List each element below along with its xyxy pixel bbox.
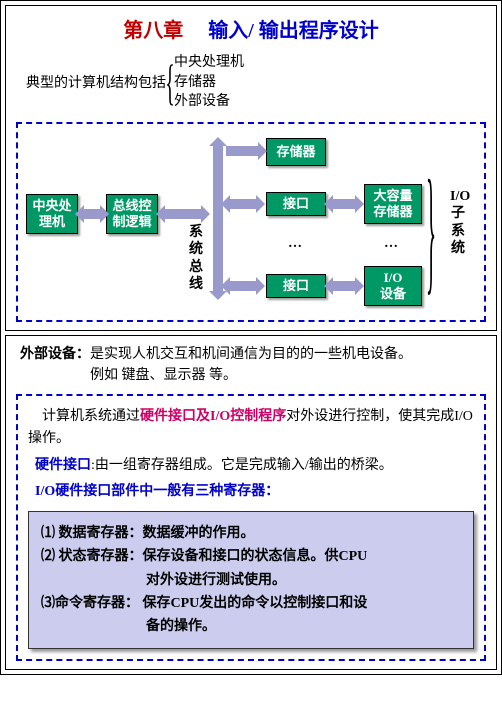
node-mass-storage: 大容量存储器 (364, 184, 422, 224)
intro-item-3: 外部设备 (174, 92, 244, 112)
intro-items: 中央处理机 存储器 外部设备 (174, 53, 244, 112)
para-1: 计算机系统通过硬件接口及I/O控制程序对外设进行控制，使其完成I/O操作。 (28, 406, 474, 451)
node-io-device: I/O设备 (364, 266, 422, 306)
para-3: I/O硬件接口部件中一般有三种寄存器： (28, 481, 474, 503)
node-cpu: 中央处理机 (26, 194, 78, 234)
arrow-cpu-bus (84, 209, 100, 219)
node-iface1: 接口 (266, 192, 326, 216)
para-2: 硬件接口:由一组寄存器组成。它是完成输入/输出的桥梁。 (28, 455, 474, 477)
slide-title: 第八章 输入/ 输出程序设计 (16, 14, 486, 43)
arrow-to-storage (226, 146, 258, 156)
external-device-def: 外部设备：是实现人机交互和机间通信为目的的一些机电设备。 例如 键盘、显示器 等… (16, 344, 486, 386)
p1-pre: 计算机系统通过 (42, 409, 140, 424)
slide-1: 第八章 输入/ 输出程序设计 典型的计算机结构包括 { 中央处理机 存储器 外部… (5, 5, 497, 331)
intro-line: 典型的计算机结构包括 { 中央处理机 存储器 外部设备 (26, 53, 486, 112)
brace-right: } (426, 160, 436, 300)
reg-1: ⑴ 数据寄存器：数据缓冲的作用。 (41, 522, 461, 545)
register-list: ⑴ 数据寄存器：数据缓冲的作用。 ⑵ 状态寄存器：保存设备和接口的状态信息。供C… (28, 511, 474, 648)
arrow-iface2-io (333, 281, 355, 291)
brace-left: { (165, 57, 175, 107)
arrow-to-iface1 (230, 199, 256, 209)
p2-text: :由一组寄存器组成。它是完成输入/输出的桥梁。 (91, 458, 393, 473)
arrow-bus-sys (165, 209, 201, 219)
dots-2: … (384, 236, 398, 252)
reg-3: ⑶命令寄存器： 保存CPU发出的命令以控制接口和设 (41, 592, 461, 615)
page: 第八章 输入/ 输出程序设计 典型的计算机结构包括 { 中央处理机 存储器 外部… (0, 0, 502, 675)
p2-blue: 硬件接口 (35, 458, 91, 473)
ext-label: 外部设备： (20, 347, 90, 362)
reg-2: ⑵ 状态寄存器：保存设备和接口的状态信息。供CPU (41, 545, 461, 568)
dashed-content: 计算机系统通过硬件接口及I/O控制程序对外设进行控制，使其完成I/O操作。 硬件… (16, 394, 486, 661)
reg-3b: 备的操作。 (41, 615, 461, 638)
node-storage: 存储器 (266, 138, 326, 166)
intro-label: 典型的计算机结构包括 (26, 72, 166, 92)
title-main: 输入/ 输出程序设计 (208, 20, 379, 42)
intro-item-1: 中央处理机 (174, 53, 244, 73)
label-sys-bus: 系统总线 (188, 224, 204, 294)
label-io-sub: I/O子系统 (450, 188, 466, 258)
node-iface2: 接口 (266, 274, 326, 298)
ext-text1: 是实现人机交互和机间通信为目的的一些机电设备。 (90, 347, 412, 362)
diagram: 中央处理机 总线控制逻辑 存储器 接口 接口 大容量存储器 I/O设备 … … … (16, 122, 486, 322)
dots-1: … (288, 236, 302, 252)
slide-2: 外部设备：是实现人机交互和机间通信为目的的一些机电设备。 例如 键盘、显示器 等… (5, 335, 497, 670)
p3-blue: I/O硬件接口部件中一般有三种寄存器： (35, 484, 279, 499)
ext-text2: 例如 键盘、显示器 等。 (20, 368, 237, 383)
node-bus-ctrl: 总线控制逻辑 (106, 194, 158, 234)
arrow-iface1-mass (333, 199, 355, 209)
sys-bus-line (213, 146, 223, 291)
intro-item-2: 存储器 (174, 73, 244, 93)
reg-2b: 对外设进行测试使用。 (41, 569, 461, 592)
p1-pink: 硬件接口及I/O控制程序 (140, 409, 286, 424)
chapter-label: 第八章 (123, 20, 183, 42)
arrow-to-iface2 (230, 281, 256, 291)
